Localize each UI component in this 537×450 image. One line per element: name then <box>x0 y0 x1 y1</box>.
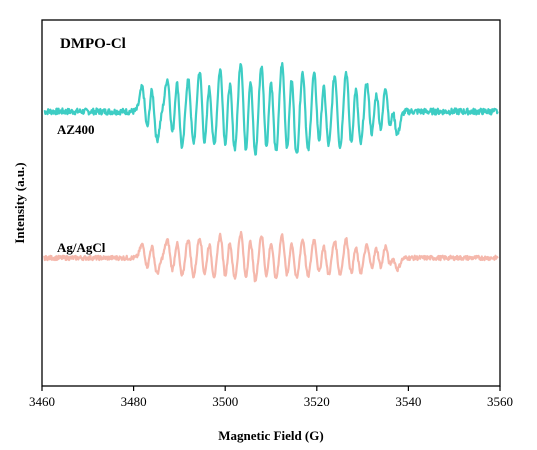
plot-frame <box>41 19 501 387</box>
x-axis-ticks: 3460 3480 3500 3520 3540 3560 <box>29 386 513 409</box>
x-tick-label: 3520 <box>304 394 330 409</box>
series-labels: AZ400 Ag/AgCl <box>57 122 106 255</box>
x-tick-label: 3460 <box>29 394 55 409</box>
y-axis-label: Intensity (a.u.) <box>12 162 27 243</box>
x-axis-label: Magnetic Field (G) <box>218 428 323 443</box>
x-tick-label: 3500 <box>212 394 238 409</box>
x-tick-label: 3560 <box>487 394 513 409</box>
series-line-az400 <box>43 61 499 156</box>
traces <box>43 61 499 283</box>
chart-title: DMPO-Cl <box>60 36 126 52</box>
series-line-ag-agcl <box>43 230 499 283</box>
series-label: Ag/AgCl <box>57 240 106 255</box>
x-tick-label: 3480 <box>121 394 147 409</box>
series-label: AZ400 <box>57 122 95 137</box>
x-tick-label: 3540 <box>395 394 421 409</box>
